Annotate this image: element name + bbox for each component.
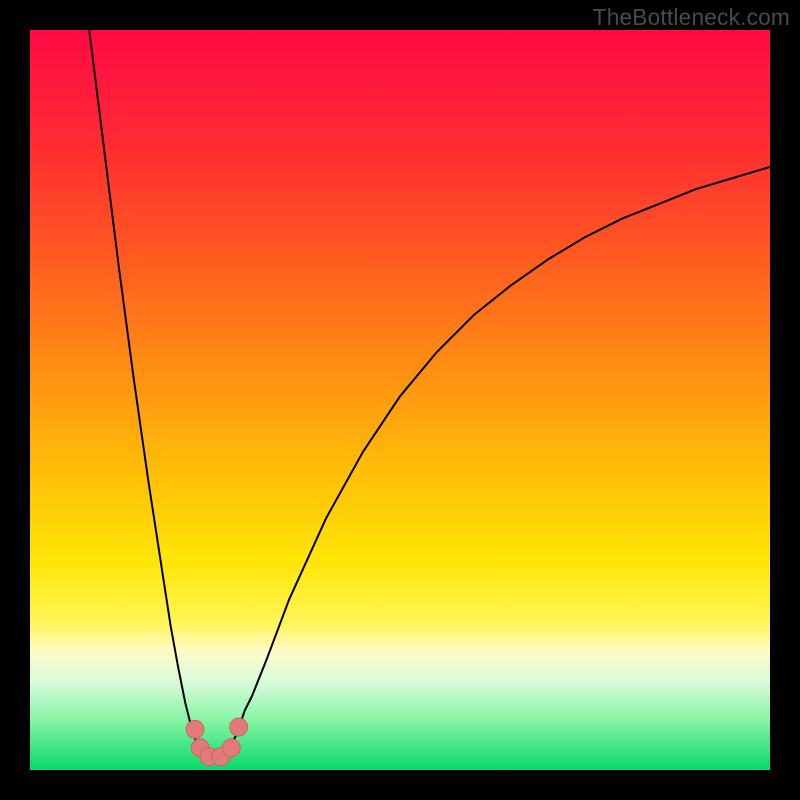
watermark-text: TheBottleneck.com: [593, 4, 790, 31]
chart-root: TheBottleneck.com: [0, 0, 800, 800]
bottleneck-curve-chart: [0, 0, 800, 800]
data-marker: [222, 739, 240, 757]
data-marker: [230, 718, 248, 736]
data-marker: [186, 720, 204, 738]
plot-background: [30, 30, 770, 770]
